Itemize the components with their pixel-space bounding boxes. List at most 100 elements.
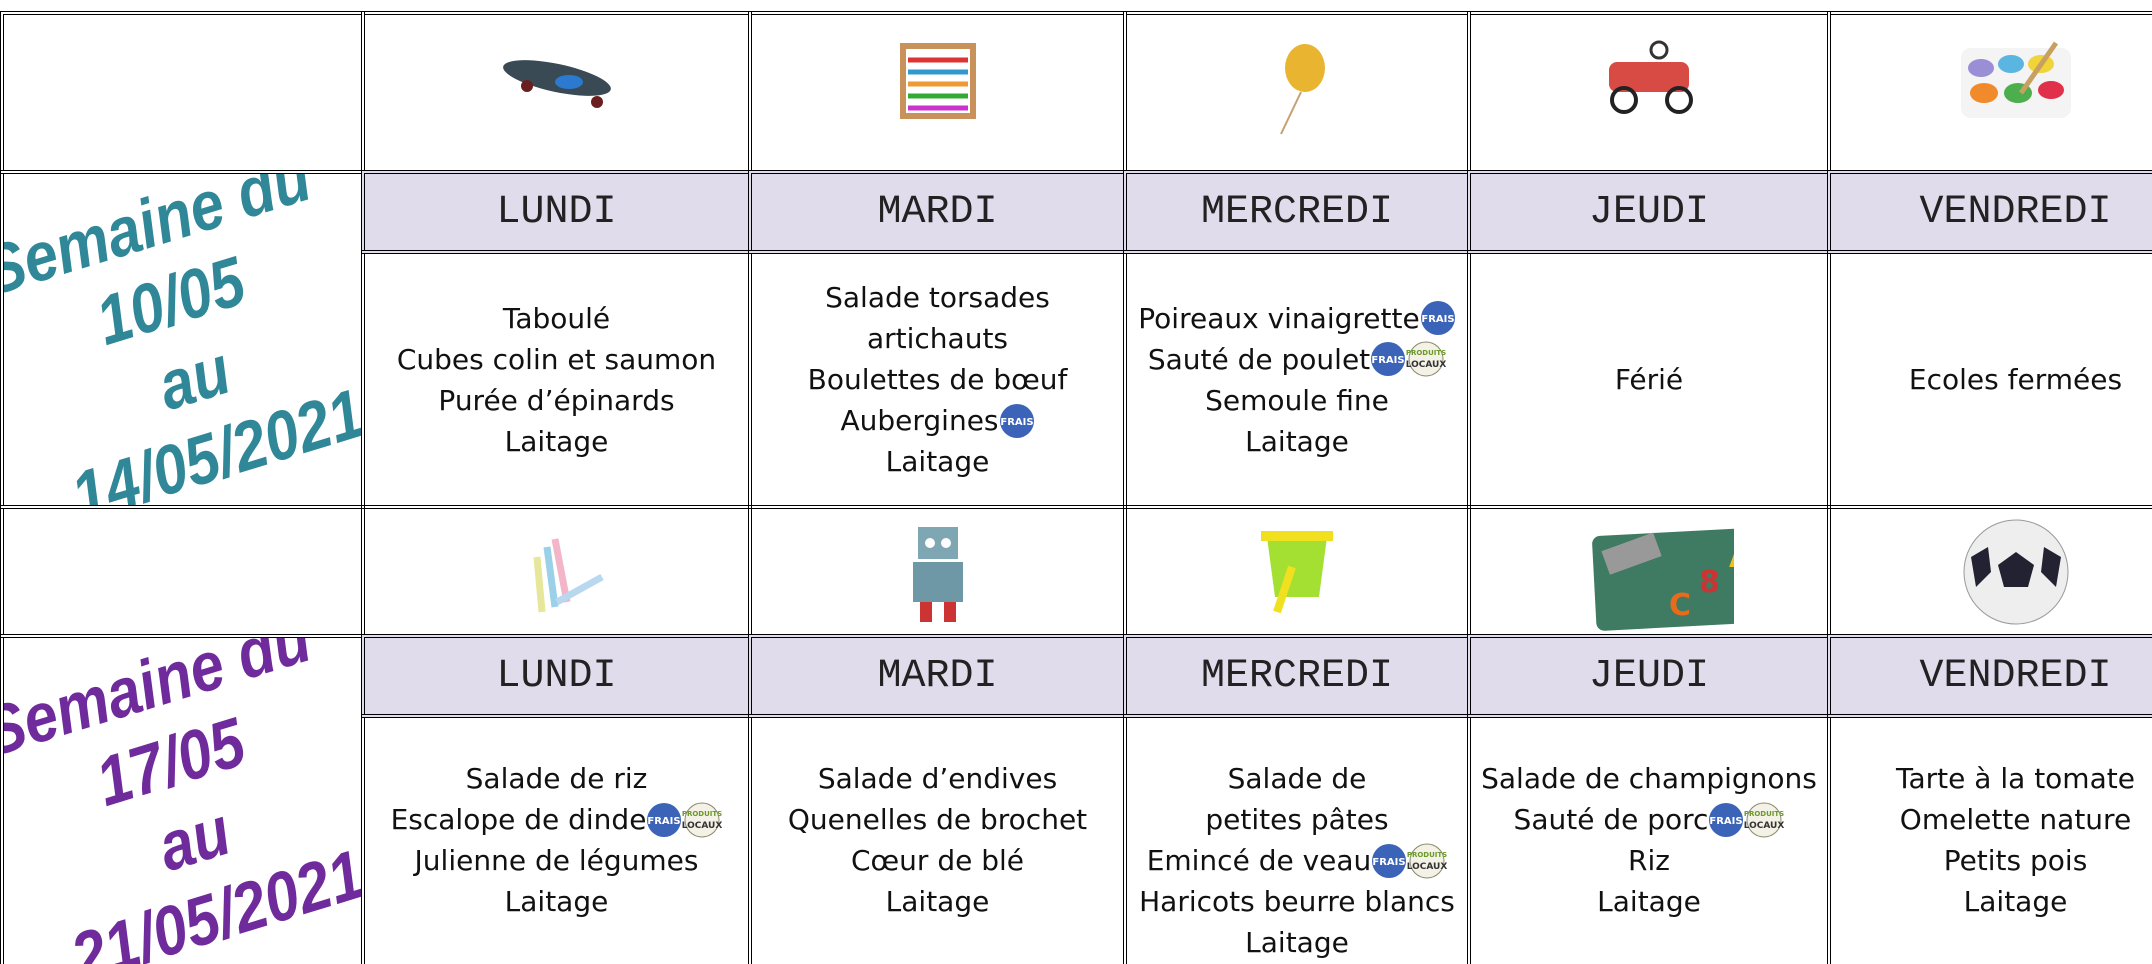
dish: Férié — [1615, 359, 1683, 400]
badge-text: LOCAUX — [1744, 821, 1784, 831]
dish: Boulettes de bœuf — [808, 359, 1068, 400]
dish-text: Aubergines — [840, 404, 999, 437]
svg-text:C: C — [1669, 588, 1691, 623]
day-header: LUNDI — [361, 634, 752, 718]
dish: Sauté de porc FRAIS PRODUITS LOCAUX — [1513, 799, 1784, 840]
badge-text: PRODUITS — [1407, 851, 1447, 859]
dish-text: Quenelles de brochet — [787, 803, 1088, 836]
dish-text: Julienne de légumes — [414, 844, 699, 877]
badge-text: FRAIS — [1373, 857, 1406, 868]
day-header: MARDI — [748, 634, 1127, 718]
menu-cell: Ecoles fermées — [1827, 250, 2152, 509]
badge-text: PRODUITS — [1744, 810, 1784, 818]
illustration — [1963, 519, 2068, 624]
dish-text: Ecoles fermées — [1908, 363, 2123, 396]
dish: petites pâtes — [1205, 799, 1388, 840]
dish: Semoule fine — [1205, 380, 1389, 421]
dish-text: Emincé de veau — [1146, 844, 1372, 877]
menu-cell: Férié — [1467, 250, 1831, 509]
day-header: JEUDI — [1467, 634, 1831, 718]
dish-text: Laitage — [885, 885, 990, 918]
dish-text: Laitage — [1245, 424, 1349, 458]
dish: Laitage — [505, 421, 609, 462]
dish: Salade de — [1228, 758, 1367, 799]
illustration — [502, 59, 611, 108]
badge-text: FRAIS — [648, 816, 681, 827]
badge-text: PRODUITS — [1406, 349, 1446, 357]
menu-cell: Taboulé Cubes colin et saumon Purée d’épin… — [361, 250, 752, 509]
dish: Haricots beurre blancs — [1139, 881, 1455, 922]
badge-text: FRAIS — [1710, 816, 1743, 827]
dish-text: Riz — [1628, 844, 1670, 877]
dish-text: Salade de — [1227, 762, 1367, 795]
dish: Tarte à la tomate — [1896, 758, 2135, 799]
dish-text: petites pâtes — [1205, 803, 1389, 836]
dish-text: Purée d’épinards — [438, 383, 675, 417]
illustration — [899, 42, 976, 119]
dish: Salade d’endives — [818, 758, 1057, 799]
dish-text: Tarte à la tomate — [1896, 762, 2135, 795]
image-cell — [1827, 505, 2152, 638]
image-cell: A8C — [1467, 505, 1831, 638]
dish: Laitage — [886, 441, 990, 482]
illustration — [1261, 530, 1333, 613]
dish: Taboulé — [503, 298, 610, 339]
day-header: MARDI — [748, 170, 1127, 254]
dish-text: Sauté de poulet — [1147, 342, 1371, 376]
menu-cell: Salade torsades artichauts Boulettes de bœ… — [748, 250, 1127, 509]
dish: Laitage — [1597, 881, 1701, 922]
day-header: VENDREDI — [1827, 170, 2152, 254]
dish: Cubes colin et saumon — [397, 339, 716, 380]
image-cell — [1827, 11, 2152, 174]
dish-text: Taboulé — [502, 301, 611, 335]
frais-badge: FRAIS — [647, 802, 682, 837]
dish: Petits pois — [1944, 840, 2088, 881]
dish-text: Férié — [1614, 363, 1684, 396]
dish: Laitage — [1245, 421, 1349, 462]
badge-text: FRAIS — [1421, 314, 1454, 325]
dish-text: Sauté de porc — [1513, 803, 1709, 836]
menu-cell: Poireaux vinaigrette FRAIS Sauté de poulet… — [1123, 250, 1471, 509]
dish-text: Boulettes de bœuf — [807, 363, 1068, 396]
dish: Laitage — [886, 881, 990, 922]
dish-text: Salade torsades — [825, 281, 1050, 314]
dish: Purée d’épinards — [438, 380, 674, 421]
dish-text: Poireaux vinaigrette — [1138, 301, 1420, 335]
dish-text: Salade de riz — [465, 762, 648, 795]
frais-badge: FRAIS — [999, 403, 1034, 438]
menu-cell: Salade de riz Escalope de dinde FRAIS PRODU… — [361, 714, 752, 964]
dish: Riz — [1628, 840, 1670, 881]
menu-cell: Salade de petites pâtes Emincé de veau FRAI… — [1123, 714, 1471, 964]
svg-text:8: 8 — [1699, 565, 1720, 600]
illustration — [1960, 41, 2071, 118]
dish-text: Laitage — [1597, 885, 1701, 918]
day-header: VENDREDI — [1827, 634, 2152, 718]
badge-text: LOCAUX — [1406, 360, 1446, 370]
empty-cell — [0, 11, 365, 174]
dish: Ecoles fermées — [1909, 359, 2122, 400]
frais-badge: FRAIS — [1371, 342, 1406, 376]
local-badge: PRODUITS LOCAUX — [1407, 843, 1447, 878]
dish: Salade de champignons — [1481, 758, 1817, 799]
empty-cell — [0, 505, 365, 638]
dish-text: Escalope de dinde — [390, 803, 647, 836]
dish: Quenelles de brochet — [788, 799, 1087, 840]
dish: Emincé de veau FRAIS PRODUITS LOCAUX — [1146, 840, 1447, 881]
dish: Cœur de blé — [851, 840, 1024, 881]
illustration: A8C — [1592, 527, 1734, 631]
dish: Sauté de poulet FRAIS PRODUITS LOCAUX — [1148, 339, 1446, 380]
dish-text: Laitage — [1963, 885, 2068, 918]
dish: Aubergines FRAIS — [840, 400, 1034, 441]
day-header: LUNDI — [361, 170, 752, 254]
day-header: MERCREDI — [1123, 634, 1471, 718]
image-cell — [748, 11, 1127, 174]
week-label-cell: Semaine du 10/05 au 14/05/2021 — [0, 170, 365, 509]
dish: Escalope de dinde FRAIS PRODUITS LOCAUX — [390, 799, 722, 840]
frais-badge: FRAIS — [1372, 843, 1407, 878]
dish-text: Cubes colin et saumon — [396, 342, 717, 376]
dish-text: Cœur de blé — [850, 844, 1025, 877]
illustration — [533, 537, 604, 612]
week-label-cell: Semaine du 17/05 au 21/05/2021 — [0, 634, 365, 964]
dish: Laitage — [505, 881, 609, 922]
